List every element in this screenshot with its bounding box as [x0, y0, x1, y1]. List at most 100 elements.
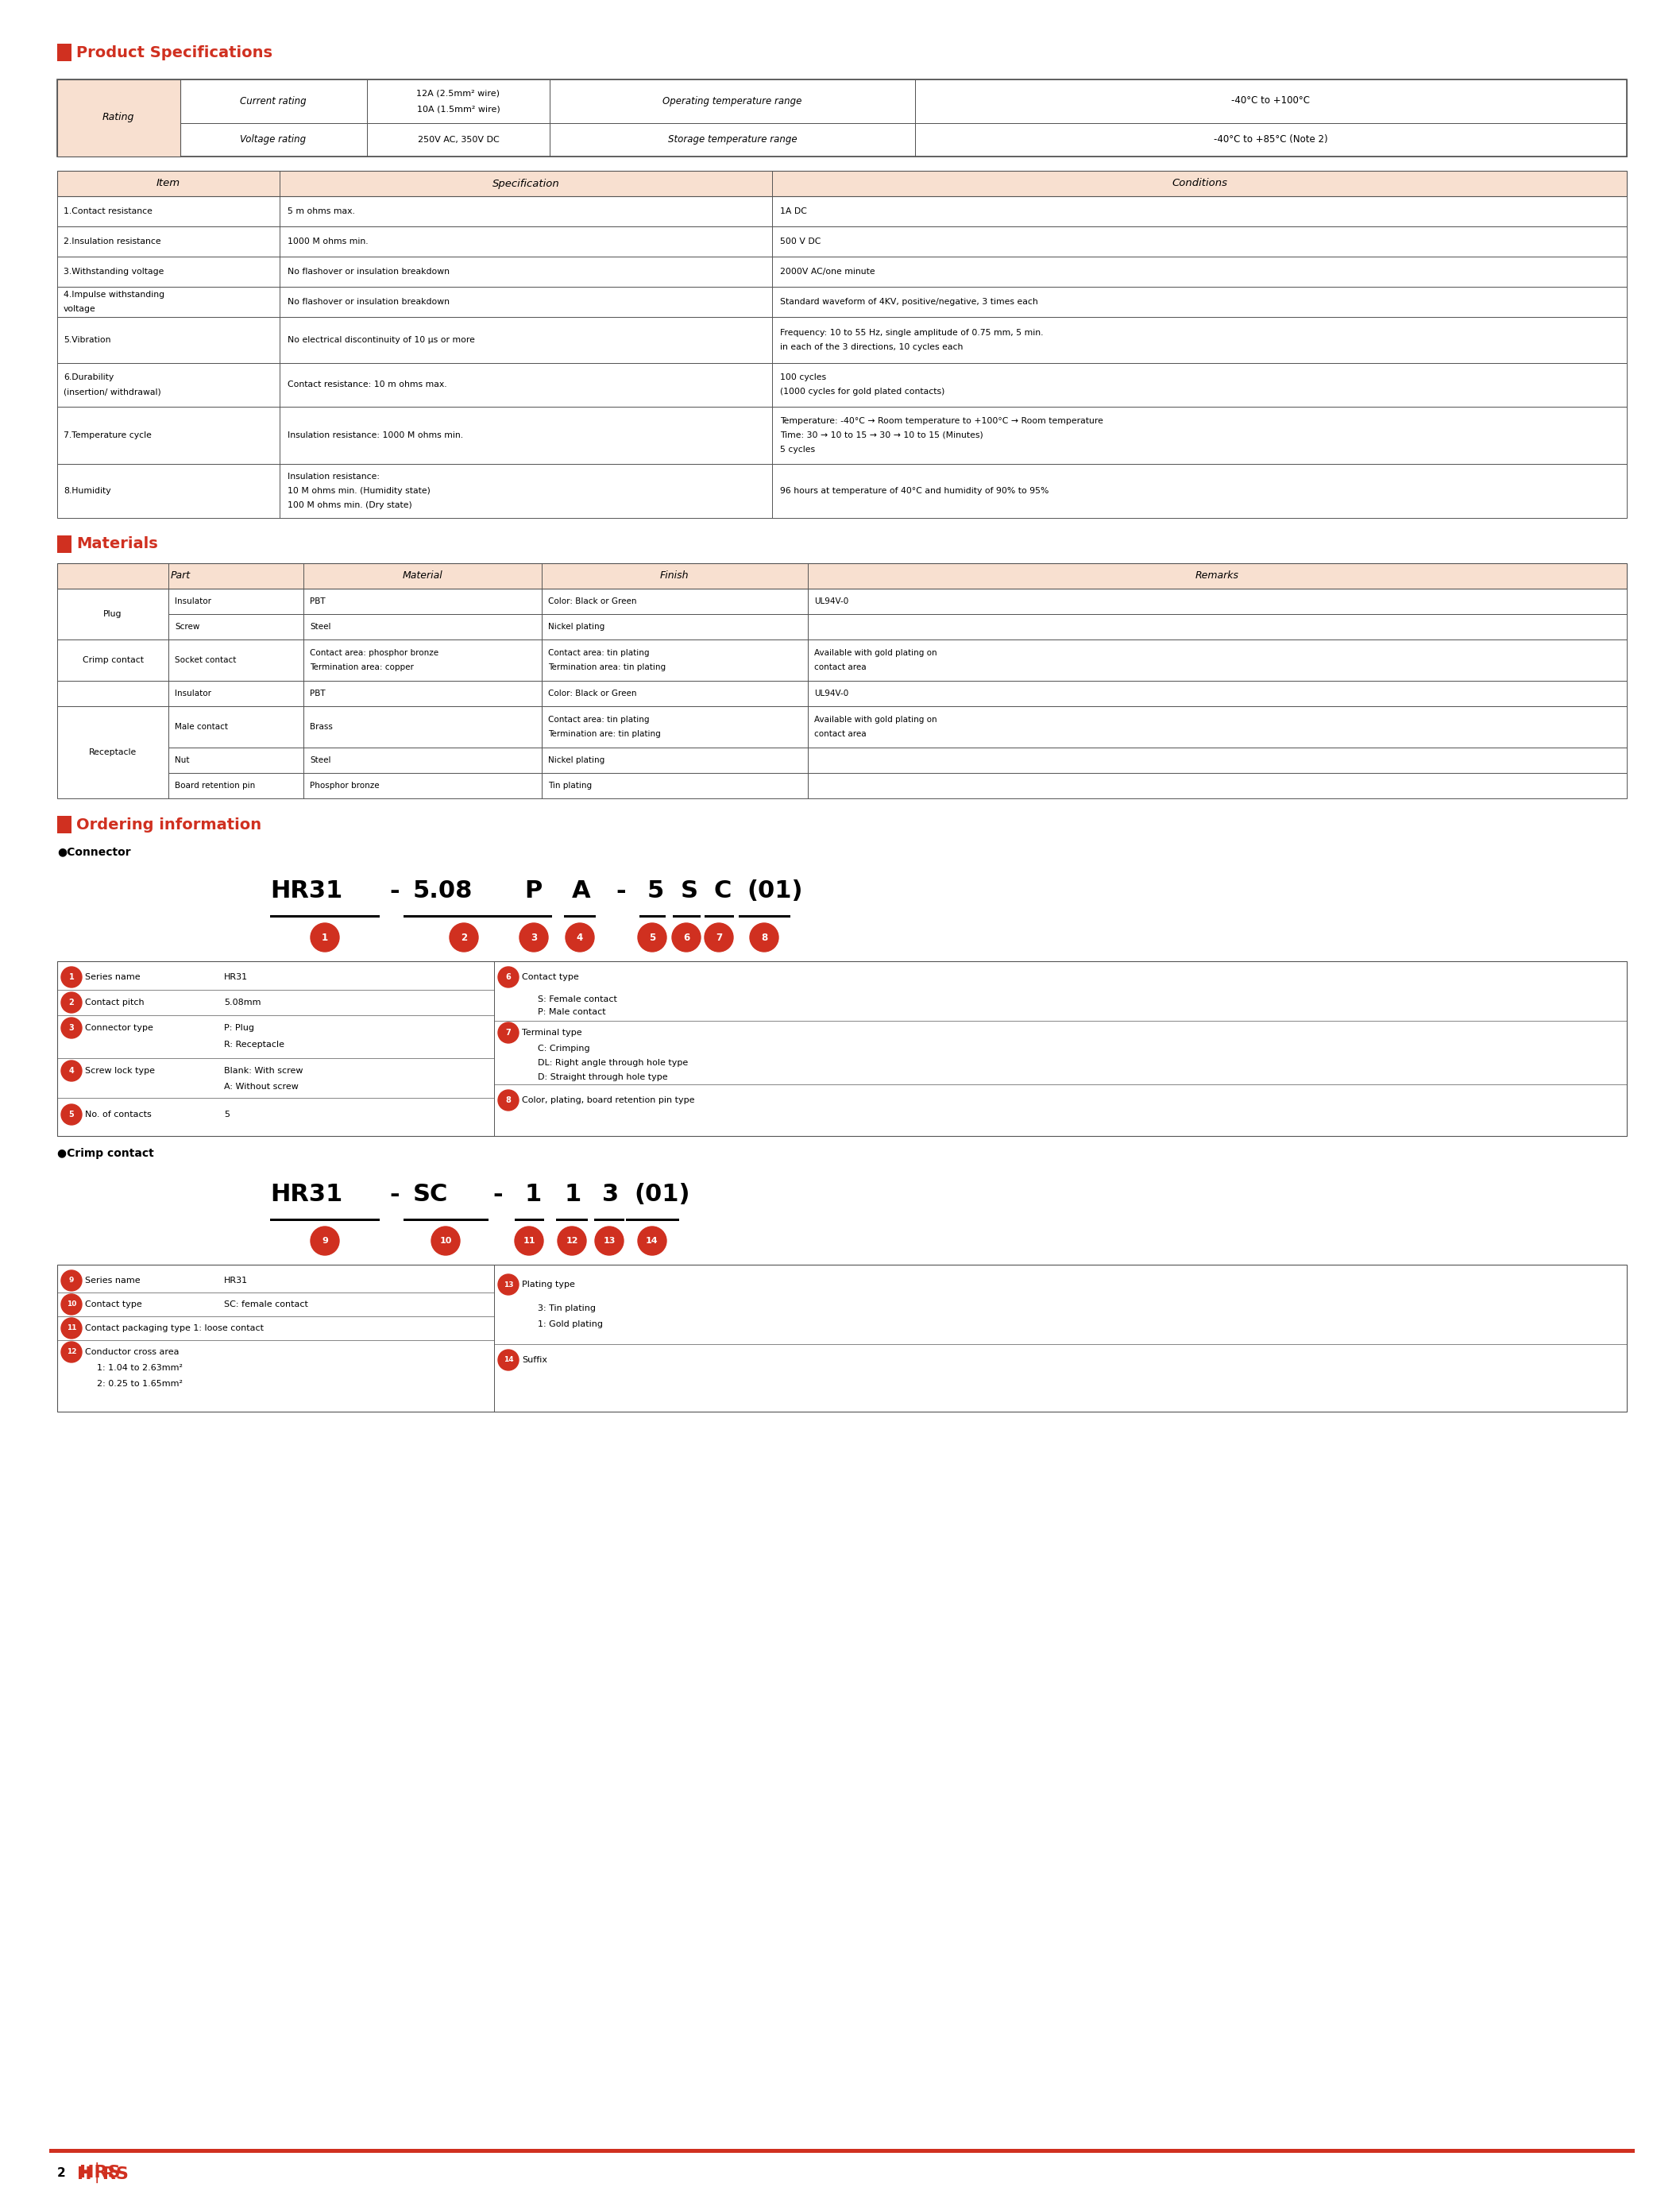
Text: Receptacle: Receptacle: [89, 748, 136, 757]
Text: Plug: Plug: [104, 610, 123, 619]
Bar: [57, 680, 168, 706]
Text: DL: Right angle through hole type: DL: Right angle through hole type: [538, 1059, 689, 1067]
Text: 9: 9: [323, 1238, 328, 1244]
Bar: [57, 407, 1626, 464]
Text: 1: 1: [524, 1183, 541, 1207]
Text: 14: 14: [504, 1356, 514, 1365]
Bar: [57, 197, 1626, 227]
Circle shape: [514, 1227, 543, 1255]
Text: in each of the 3 directions, 10 cycles each: in each of the 3 directions, 10 cycles e…: [780, 343, 963, 352]
Bar: [366, 79, 549, 122]
Text: 250V AC, 350V DC: 250V AC, 350V DC: [418, 136, 499, 144]
Bar: [541, 588, 808, 615]
Text: contact area: contact area: [815, 730, 867, 737]
Text: Available with gold plating on: Available with gold plating on: [815, 650, 937, 656]
Bar: [564, 914, 596, 919]
Text: 14: 14: [645, 1238, 659, 1244]
Text: -: -: [390, 879, 400, 903]
Text: Current rating: Current rating: [240, 96, 306, 105]
Text: Remarks: Remarks: [1194, 571, 1238, 582]
Circle shape: [60, 967, 82, 989]
Bar: [640, 914, 665, 919]
Text: (01): (01): [746, 879, 803, 903]
Text: 7.Temperature cycle: 7.Temperature cycle: [64, 431, 151, 440]
Text: 12: 12: [566, 1238, 578, 1244]
Text: 1.Contact resistance: 1.Contact resistance: [64, 208, 153, 214]
Text: (01): (01): [633, 1183, 690, 1207]
Text: 3: Tin plating: 3: Tin plating: [538, 1303, 596, 1312]
Text: No flashover or insulation breakdown: No flashover or insulation breakdown: [287, 267, 450, 276]
Bar: [57, 564, 1626, 588]
Text: Plating type: Plating type: [522, 1282, 575, 1288]
Circle shape: [595, 1227, 623, 1255]
Text: Operating temperature range: Operating temperature range: [662, 96, 801, 105]
Text: 10: 10: [440, 1238, 452, 1244]
Text: Nickel plating: Nickel plating: [548, 757, 605, 763]
Bar: [549, 79, 916, 122]
Text: Insulator: Insulator: [175, 597, 212, 606]
Text: Tin plating: Tin plating: [548, 781, 591, 790]
Bar: [304, 639, 541, 680]
Text: Temperature: -40°C → Room temperature to +100°C → Room temperature: Temperature: -40°C → Room temperature to…: [780, 418, 1104, 424]
Text: contact area: contact area: [815, 663, 867, 671]
Bar: [541, 639, 808, 680]
Text: A: A: [571, 879, 591, 903]
Text: (1000 cycles for gold plated contacts): (1000 cycles for gold plated contacts): [780, 387, 944, 396]
Bar: [304, 772, 541, 798]
Bar: [541, 615, 808, 639]
Text: Contact pitch: Contact pitch: [86, 999, 144, 1006]
Circle shape: [497, 1275, 519, 1295]
Text: 500 V DC: 500 V DC: [780, 238, 822, 245]
Text: 100 cycles: 100 cycles: [780, 374, 827, 381]
Text: 5: 5: [223, 1111, 230, 1118]
Text: Blank: With screw: Blank: With screw: [223, 1067, 302, 1074]
Text: Connector type: Connector type: [86, 1024, 153, 1032]
Text: Steel: Steel: [309, 623, 331, 630]
Text: Available with gold plating on: Available with gold plating on: [815, 715, 937, 724]
Text: S: Female contact: S: Female contact: [538, 995, 617, 1004]
Text: Terminal type: Terminal type: [522, 1028, 581, 1037]
Text: Screw lock type: Screw lock type: [86, 1067, 155, 1074]
Text: No flashover or insulation breakdown: No flashover or insulation breakdown: [287, 297, 450, 306]
Bar: [57, 962, 1626, 1135]
Bar: [57, 706, 168, 798]
Text: Contact resistance: 10 m ohms max.: Contact resistance: 10 m ohms max.: [287, 381, 447, 389]
Text: HR31: HR31: [223, 1277, 249, 1284]
Text: Contact packaging type 1: loose contact: Contact packaging type 1: loose contact: [86, 1325, 264, 1332]
Text: Suffix: Suffix: [522, 1356, 548, 1365]
Bar: [168, 588, 304, 615]
Text: 5: 5: [69, 1111, 74, 1118]
Text: 5 cycles: 5 cycles: [780, 446, 815, 453]
Text: Contact area: phosphor bronze: Contact area: phosphor bronze: [309, 650, 438, 656]
Bar: [57, 639, 168, 680]
Text: C: Crimping: C: Crimping: [538, 1045, 590, 1052]
Text: voltage: voltage: [64, 304, 96, 313]
Text: UL94V-0: UL94V-0: [815, 597, 848, 606]
Text: Insulator: Insulator: [175, 689, 212, 698]
Bar: [304, 680, 541, 706]
Text: Male contact: Male contact: [175, 724, 228, 730]
Text: No electrical discontinuity of 10 μs or more: No electrical discontinuity of 10 μs or …: [287, 337, 475, 343]
Text: Contact type: Contact type: [86, 1301, 143, 1308]
Text: 12A (2.5mm² wire): 12A (2.5mm² wire): [417, 90, 501, 96]
Text: Part: Part: [170, 571, 190, 582]
Text: SC: female contact: SC: female contact: [223, 1301, 307, 1308]
Bar: [57, 363, 1626, 407]
Bar: [808, 706, 1626, 748]
Text: 1A DC: 1A DC: [780, 208, 806, 214]
Text: 5: 5: [648, 932, 655, 943]
Text: 5.Vibration: 5.Vibration: [64, 337, 111, 343]
Bar: [549, 122, 916, 157]
Circle shape: [60, 1295, 82, 1314]
Text: Color: Black or Green: Color: Black or Green: [548, 597, 637, 606]
Text: Conditions: Conditions: [1171, 179, 1226, 188]
Text: 7: 7: [716, 932, 722, 943]
Text: 1: 1: [69, 973, 74, 982]
Bar: [270, 1218, 380, 1220]
Circle shape: [566, 923, 595, 951]
Text: 6: 6: [506, 973, 511, 982]
Circle shape: [60, 1271, 82, 1290]
Bar: [916, 79, 1626, 122]
Text: Materials: Materials: [76, 536, 158, 551]
Bar: [57, 79, 180, 157]
